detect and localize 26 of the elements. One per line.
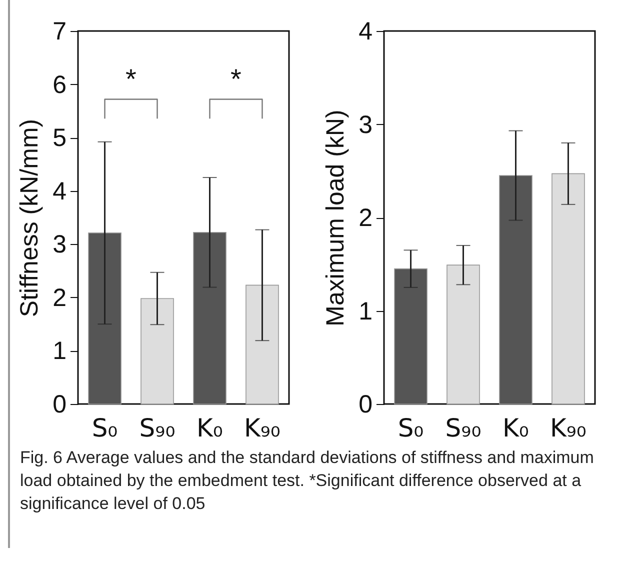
x-tick-label: K₉₀ bbox=[550, 414, 586, 442]
y-tick-label: 3 bbox=[52, 230, 66, 259]
y-tick-label: 2 bbox=[52, 284, 66, 312]
y-tick-label: 3 bbox=[358, 110, 372, 139]
y-tick-label: 0 bbox=[358, 390, 372, 418]
y-tick-label: 1 bbox=[358, 297, 372, 326]
x-tick-label: S₀ bbox=[398, 414, 424, 442]
y-axis-title: Maximum load (kN) bbox=[322, 110, 350, 326]
x-tick-label: S₉₀ bbox=[445, 414, 482, 442]
y-tick-label: 7 bbox=[52, 18, 66, 46]
y-tick-label: 1 bbox=[52, 337, 66, 366]
caption: Fig. 6 Average values and the standard deviations of stiffness and maximum load obtained by the embedment test. *Significant difference observed at a significance level of 0.05 bbox=[20, 447, 595, 515]
x-tick-label: K₀ bbox=[196, 414, 223, 442]
y-tick-label: 0 bbox=[52, 390, 66, 418]
y-tick-label: 4 bbox=[52, 177, 67, 206]
annotation: * bbox=[126, 63, 137, 94]
y-axis-title: Stiffness (kN/mm) bbox=[16, 118, 44, 318]
annotation: * bbox=[230, 63, 242, 94]
y-tick-label: 6 bbox=[52, 70, 66, 99]
y-tick-label: 5 bbox=[52, 124, 66, 152]
x-tick-label: S₀ bbox=[92, 414, 118, 442]
y-tick-label: 4 bbox=[358, 18, 373, 46]
x-tick-label: S₉₀ bbox=[139, 414, 176, 442]
y-tick-label: 2 bbox=[358, 204, 372, 232]
x-tick-label: K₉₀ bbox=[244, 414, 280, 442]
x-tick-label: K₀ bbox=[502, 414, 529, 442]
